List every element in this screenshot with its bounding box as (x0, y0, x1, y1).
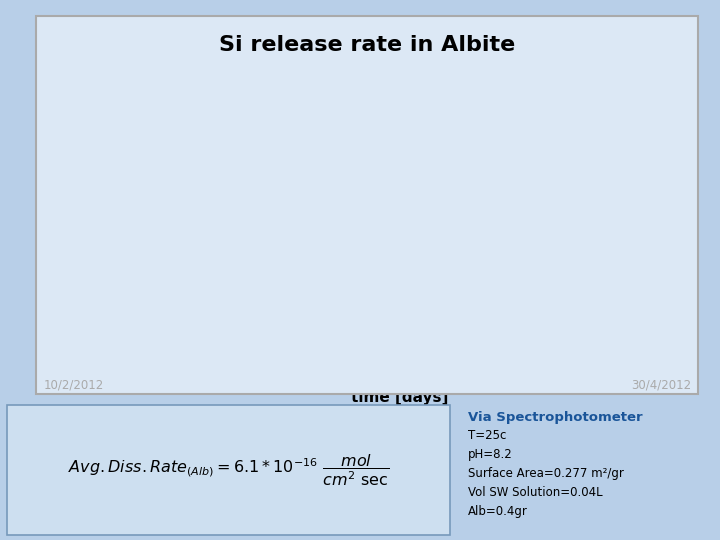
Text: Results show that indeed Albite is
dissolving in seawater solution: Results show that indeed Albite is disso… (294, 256, 575, 295)
X-axis label: time [days]: time [days] (351, 390, 449, 406)
Y-axis label: Si [uM]: Si [uM] (64, 177, 79, 239)
Text: 30/4/2012: 30/4/2012 (631, 379, 691, 392)
Text: Si release rate in Albite: Si release rate in Albite (219, 35, 516, 55)
Text: Surface Area=0.277 m²/gr: Surface Area=0.277 m²/gr (468, 467, 624, 480)
Text: T=25c: T=25c (468, 429, 506, 442)
Text: pH=8.2: pH=8.2 (468, 448, 513, 461)
Text: Vol SW Solution=0.04L: Vol SW Solution=0.04L (468, 486, 603, 499)
Text: $\mathit{Avg.Diss.Rate}_{(\mathit{Alb})} = 6.1*10^{-16}\ \dfrac{mol}{cm^2\ \math: $\mathit{Avg.Diss.Rate}_{(\mathit{Alb})}… (68, 452, 390, 488)
Text: Alb=0.4gr: Alb=0.4gr (468, 505, 528, 518)
Text: Via Spectrophotometer: Via Spectrophotometer (468, 411, 643, 424)
Text: 10/2/2012: 10/2/2012 (43, 379, 104, 392)
Text: y = 0.2018x + 6.2525
    R² = 0.9711
dSi/dt=0.2016uM/day: y = 0.2018x + 6.2525 R² = 0.9711 dSi/dt=… (123, 63, 263, 106)
